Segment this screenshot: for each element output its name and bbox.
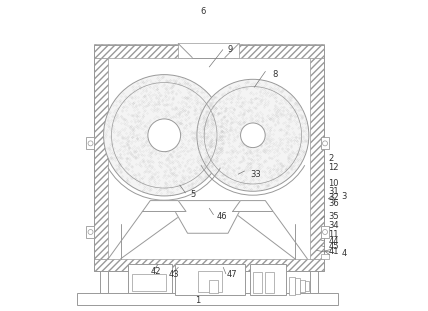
Text: 34: 34: [328, 221, 339, 230]
Bar: [86, 137, 94, 149]
Bar: [199, 271, 222, 292]
Bar: [94, 58, 108, 259]
Text: 11: 11: [328, 230, 339, 239]
Text: 44: 44: [328, 237, 339, 245]
Polygon shape: [233, 201, 273, 211]
Bar: [310, 58, 324, 259]
Circle shape: [241, 123, 265, 148]
Text: 31: 31: [328, 187, 339, 196]
Bar: [77, 293, 339, 305]
Bar: [265, 272, 274, 293]
Text: 43: 43: [169, 270, 179, 279]
Bar: [101, 271, 108, 293]
Text: 8: 8: [273, 70, 278, 79]
Bar: [310, 271, 318, 293]
Bar: [94, 44, 324, 58]
Polygon shape: [143, 201, 186, 211]
Bar: [250, 264, 285, 295]
Text: 45: 45: [328, 242, 339, 251]
Text: 35: 35: [328, 212, 339, 220]
Bar: [86, 226, 94, 238]
Text: 3: 3: [342, 192, 347, 201]
Text: 41: 41: [328, 248, 339, 256]
Circle shape: [104, 75, 225, 196]
Polygon shape: [169, 201, 245, 233]
Bar: [300, 280, 305, 292]
Circle shape: [323, 230, 327, 234]
Text: 33: 33: [251, 170, 262, 179]
Text: 12: 12: [328, 164, 339, 172]
Text: 6: 6: [200, 7, 205, 16]
Bar: [305, 281, 309, 291]
Bar: [321, 137, 329, 149]
Bar: [321, 254, 329, 259]
Bar: [175, 264, 245, 295]
Bar: [94, 259, 324, 271]
Bar: [295, 278, 300, 294]
Circle shape: [88, 141, 93, 146]
Circle shape: [197, 79, 309, 191]
Bar: [128, 264, 172, 293]
Text: 42: 42: [150, 267, 161, 276]
Text: 4: 4: [342, 249, 347, 258]
Text: 1: 1: [195, 296, 201, 305]
Bar: [209, 280, 218, 293]
Text: 46: 46: [217, 212, 228, 220]
Bar: [289, 277, 295, 295]
Bar: [131, 274, 166, 291]
Circle shape: [148, 119, 181, 152]
Text: 10: 10: [328, 179, 339, 188]
Circle shape: [88, 230, 93, 234]
Bar: [178, 43, 239, 58]
Bar: [253, 272, 262, 293]
Text: 5: 5: [191, 190, 196, 199]
Bar: [321, 226, 329, 238]
Text: 9: 9: [228, 45, 233, 54]
Text: 47: 47: [227, 270, 238, 279]
Bar: [94, 45, 324, 271]
Text: 36: 36: [328, 199, 339, 208]
Text: 32: 32: [328, 193, 339, 202]
Text: 2: 2: [328, 154, 334, 163]
Circle shape: [323, 141, 327, 146]
